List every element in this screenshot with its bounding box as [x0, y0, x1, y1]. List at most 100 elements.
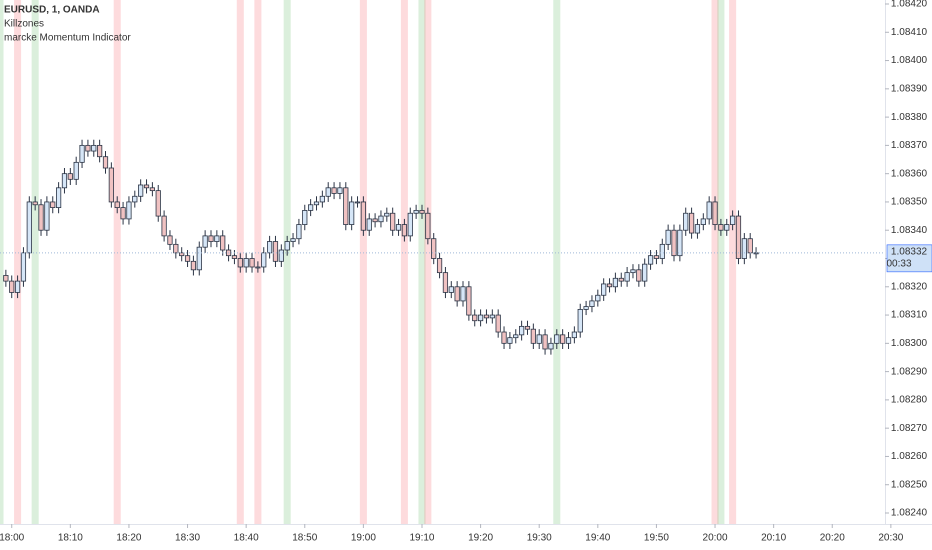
candle-body	[724, 224, 730, 231]
killzone	[359, 0, 367, 524]
candle-body	[647, 255, 654, 265]
killzone	[31, 0, 39, 524]
y-tick-label: 1.08340	[891, 225, 928, 236]
candle-body	[38, 204, 44, 231]
candle-body	[431, 238, 437, 259]
candle-body	[366, 218, 372, 231]
candle-body	[601, 283, 607, 296]
candle-body	[267, 241, 273, 254]
candle-body	[20, 252, 27, 282]
candle-body	[554, 334, 560, 344]
candle-body	[706, 201, 712, 220]
candle-body	[138, 184, 144, 197]
candle-body	[214, 235, 220, 242]
candle-body	[73, 161, 79, 180]
candle-body	[349, 201, 355, 225]
candle-body	[624, 272, 630, 282]
y-tick-label: 1.08360	[891, 168, 928, 179]
candle-body	[519, 325, 525, 336]
candle-body	[536, 334, 542, 344]
candle-body	[243, 258, 249, 268]
legend-indicator: Killzones	[4, 19, 44, 30]
candle-body	[653, 255, 660, 259]
candle-body	[530, 328, 536, 344]
killzone	[424, 0, 432, 524]
candle-body	[179, 252, 185, 257]
candle-body	[489, 314, 495, 319]
candle-body	[56, 187, 62, 209]
candle-body	[513, 334, 519, 339]
candle-body	[184, 255, 191, 262]
candle-body	[249, 258, 255, 268]
candle-body	[3, 275, 9, 282]
candle-body	[401, 224, 408, 237]
price-label-box	[886, 244, 932, 273]
y-tick-label: 1.08390	[891, 83, 928, 94]
candle-body	[730, 215, 736, 225]
x-tick-label: 19:40	[585, 533, 610, 544]
candle-body	[630, 269, 636, 274]
candle-body	[325, 187, 331, 197]
candle-body	[354, 201, 361, 204]
candle-body	[231, 255, 238, 259]
candle-body	[255, 266, 261, 269]
candle-body	[149, 187, 155, 192]
candle-body	[143, 184, 150, 189]
candle-body	[155, 190, 161, 217]
candle-body	[683, 212, 689, 231]
candle-body	[407, 212, 413, 237]
candle-body	[495, 314, 501, 333]
candle-body	[636, 269, 642, 282]
candle-body	[67, 173, 73, 180]
candle-body	[741, 238, 747, 259]
candle-body	[337, 187, 343, 194]
candle-body	[565, 337, 572, 344]
candle-body	[343, 187, 349, 225]
candle-body	[595, 294, 601, 302]
candle-body	[448, 286, 454, 293]
killzone	[418, 0, 426, 524]
y-tick-label: 1.08260	[891, 451, 928, 462]
candle-body	[372, 218, 378, 223]
candle-body	[425, 212, 431, 240]
candle-body	[665, 229, 671, 245]
y-tick-label: 1.08320	[891, 281, 928, 292]
candle-body	[395, 224, 402, 231]
candle-body	[50, 201, 56, 208]
candle-body	[161, 215, 167, 237]
killzone	[400, 0, 408, 524]
candle-body	[26, 201, 32, 254]
candle-body	[237, 258, 243, 268]
candle-body	[167, 235, 173, 245]
candle-body	[560, 334, 566, 344]
candle-body	[700, 218, 706, 225]
candle-body	[747, 238, 753, 254]
candle-body	[472, 314, 478, 322]
x-tick-label: 19:30	[527, 533, 552, 544]
y-tick-label: 1.08350	[891, 197, 928, 208]
killzone	[14, 0, 22, 524]
candle-body	[413, 210, 419, 214]
candle-body	[688, 212, 695, 234]
candle-body	[542, 334, 548, 350]
x-tick-label: 20:30	[878, 533, 903, 544]
candle-body	[190, 260, 197, 271]
candle-body	[9, 280, 15, 293]
candle-body	[460, 286, 466, 302]
y-tick-label: 1.08300	[891, 338, 928, 349]
x-tick-label: 19:50	[644, 533, 669, 544]
candle-body	[618, 277, 624, 282]
x-tick-label: 19:20	[468, 533, 493, 544]
candle-body	[659, 243, 665, 259]
candle-body	[718, 224, 724, 231]
candle-body	[507, 337, 513, 344]
y-tick-label: 1.08310	[891, 310, 928, 321]
candle-body	[32, 201, 38, 206]
y-tick-label: 1.08410	[891, 27, 928, 38]
candle-body	[278, 249, 284, 262]
candle-body	[284, 241, 290, 251]
candle-body	[735, 215, 742, 259]
countdown-label: 00:33	[886, 258, 911, 269]
candle-body	[712, 201, 718, 225]
candle-body	[606, 283, 613, 288]
